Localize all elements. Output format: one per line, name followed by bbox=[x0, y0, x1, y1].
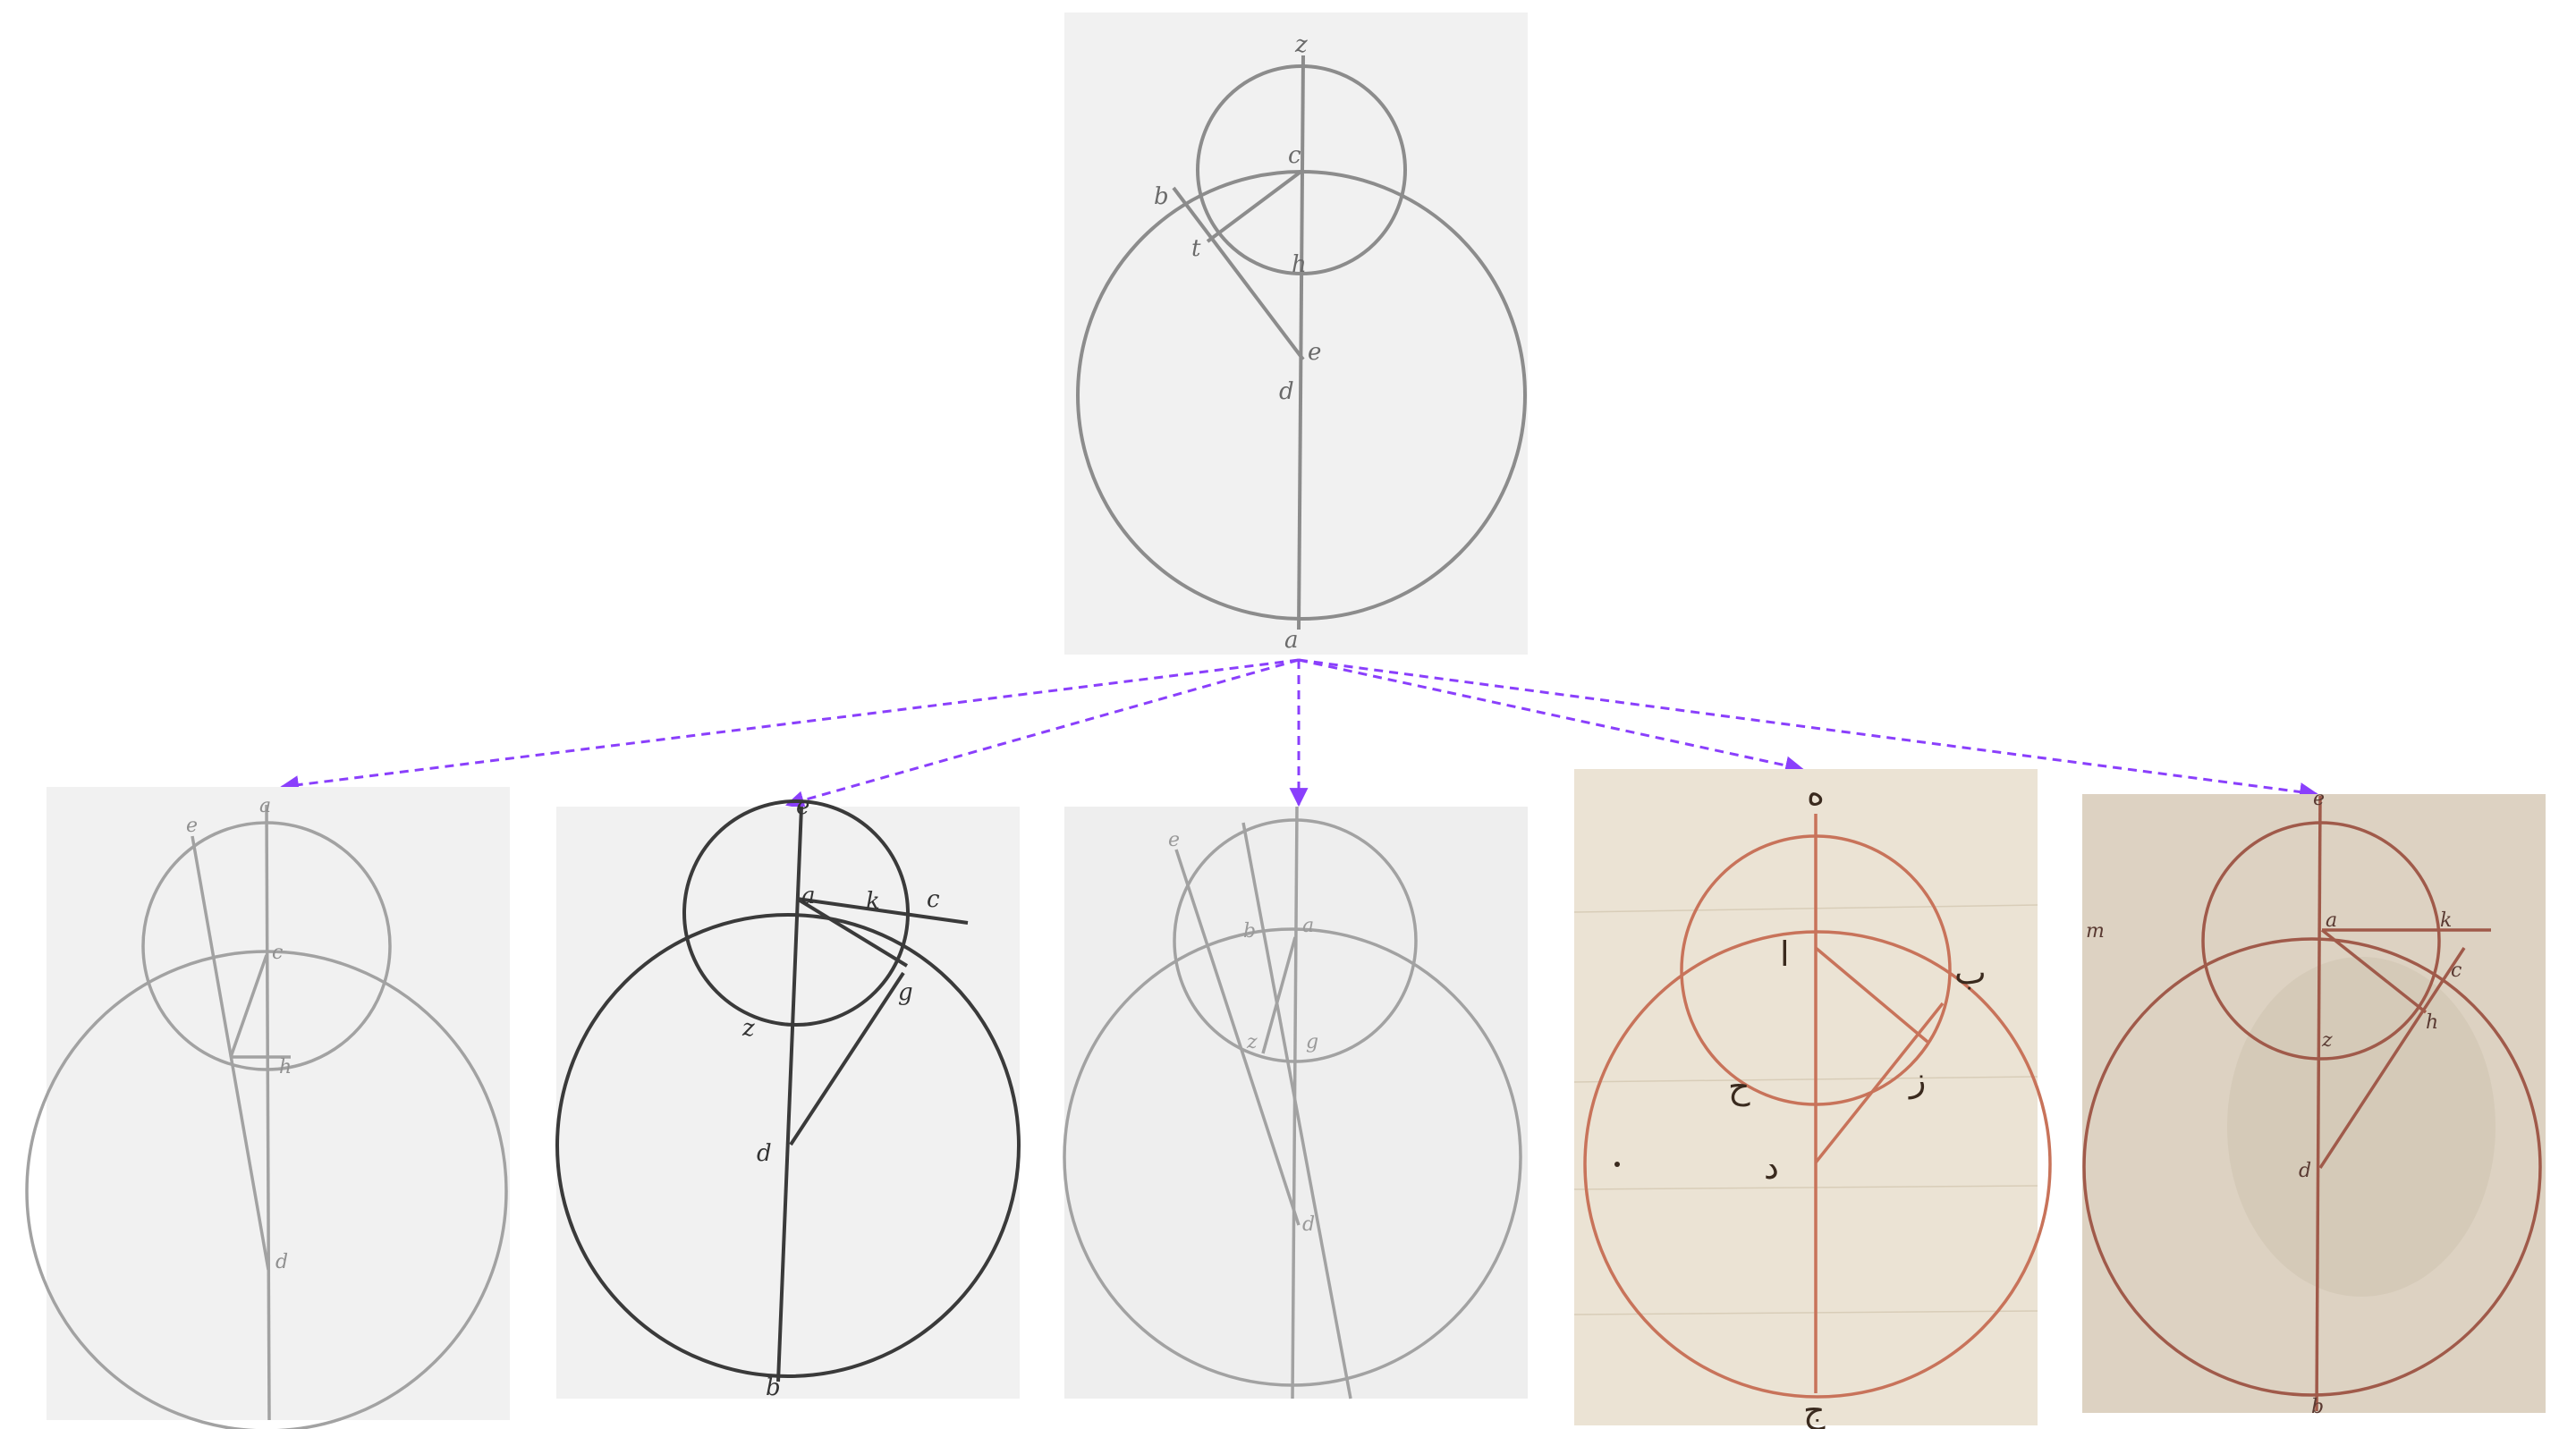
copy-4-ruling bbox=[1573, 1076, 2038, 1083]
copy-4-ruling bbox=[1573, 904, 2038, 913]
copy-2-label: k bbox=[866, 888, 880, 915]
copy-2-label: z bbox=[741, 1015, 755, 1042]
copy-4-paper bbox=[1574, 769, 2038, 1425]
copy-4-tangent-line bbox=[1814, 1002, 1945, 1164]
copy-1-label: d bbox=[275, 1251, 288, 1273]
arrow-to-copy-5 bbox=[1298, 658, 2319, 801]
copy-5-label: h bbox=[2426, 1011, 2438, 1034]
copy-5-label: a bbox=[2326, 909, 2337, 932]
copy-5-label: m bbox=[2086, 920, 2105, 943]
copy-5-vertical-line bbox=[2315, 795, 2322, 1412]
copy-4-label: ب bbox=[1954, 952, 1987, 992]
copy-5-stain bbox=[2227, 957, 2496, 1297]
copy-5-label: c bbox=[2451, 960, 2462, 982]
copy-4: ه ا ب ز ح د ج bbox=[1573, 769, 2052, 1429]
copy-4-label: ا bbox=[1780, 934, 1790, 974]
source-label: b bbox=[1154, 183, 1169, 210]
source-vertical-diameter bbox=[1297, 55, 1305, 630]
copy-4-label: ج bbox=[1803, 1391, 1826, 1429]
source-radius-line bbox=[1206, 168, 1305, 243]
copy-2-vertical-line bbox=[776, 806, 803, 1382]
source-label: t bbox=[1191, 235, 1201, 262]
copy-3-slant-line-2 bbox=[1241, 822, 1352, 1399]
copy-3-label: a bbox=[1302, 915, 1314, 937]
copy-4-label: ه bbox=[1807, 774, 1825, 813]
copy-3-slant-line-1 bbox=[1174, 849, 1301, 1226]
copy-4-radius-line bbox=[1814, 946, 1929, 1044]
copy-2-tangent-line bbox=[789, 971, 905, 1146]
source-tangent-line bbox=[1172, 186, 1305, 361]
source-label: c bbox=[1288, 142, 1301, 169]
copy-1-label: c bbox=[272, 942, 283, 964]
copy-4-label: ح bbox=[1728, 1067, 1750, 1106]
copy-4-ruling bbox=[1573, 1185, 2038, 1190]
arrow-to-copy-1 bbox=[279, 658, 1300, 795]
copy-1-label: a bbox=[259, 795, 271, 817]
copy-1-slant-line bbox=[191, 835, 270, 1271]
copy-1-vertical-line bbox=[265, 804, 271, 1421]
source-diagram: z c b t h e d a bbox=[1064, 13, 1528, 655]
copy-2-large-circle bbox=[555, 913, 1021, 1378]
copy-5-label: e bbox=[2313, 788, 2325, 810]
copy-4-label: د bbox=[1764, 1147, 1779, 1187]
copy-2-label: d bbox=[757, 1140, 772, 1167]
copy-1-radius-line bbox=[229, 954, 268, 1058]
source-label: e bbox=[1308, 339, 1321, 366]
copy-1: e a c h d bbox=[25, 787, 510, 1429]
copy-3-label: d bbox=[1302, 1213, 1315, 1236]
copy-4-large-circle bbox=[1583, 930, 2052, 1399]
copy-2-label: e bbox=[796, 793, 809, 820]
copy-4-ink-dot bbox=[1614, 1162, 1620, 1167]
copy-3-radius-line bbox=[1261, 936, 1297, 1054]
copy-2-label: g bbox=[898, 979, 913, 1006]
copy-1-label: h bbox=[279, 1056, 292, 1078]
copy-5-tangent-line bbox=[2318, 947, 2466, 1169]
copy-1-label: e bbox=[186, 815, 198, 837]
copy-5-label: d bbox=[2299, 1160, 2311, 1182]
arrow-to-copy-4 bbox=[1298, 658, 1805, 775]
copy-4-label: ز bbox=[1908, 1060, 1926, 1099]
copy-5-large-circle bbox=[2082, 937, 2542, 1397]
copy-3-label: z bbox=[1246, 1031, 1258, 1053]
copy-4-ruling bbox=[1573, 1310, 2038, 1315]
copy-1-paper bbox=[47, 787, 510, 1420]
copy-2-label: b bbox=[766, 1374, 781, 1401]
arrow-to-copy-2 bbox=[784, 658, 1300, 809]
copy-2: e a k c g z d b bbox=[555, 793, 1021, 1401]
source-label: h bbox=[1292, 251, 1307, 278]
copy-2-radius-line-1 bbox=[796, 897, 969, 925]
source-label: a bbox=[1284, 627, 1299, 654]
copy-3-label: g bbox=[1306, 1031, 1318, 1053]
copy-5-label: z bbox=[2321, 1029, 2333, 1052]
copy-2-label: a bbox=[801, 883, 816, 909]
derivation-arrows bbox=[279, 658, 2319, 809]
copy-5-radius-line bbox=[2320, 928, 2428, 1014]
copy-5-label: b bbox=[2311, 1396, 2324, 1418]
copy-3-label: b bbox=[1243, 920, 1256, 943]
copy-2-radius-line-2 bbox=[795, 897, 909, 968]
copy-3-label: e bbox=[1168, 829, 1180, 851]
copy-5-label: k bbox=[2440, 909, 2452, 932]
source-paper bbox=[1064, 13, 1528, 655]
copy-2-label: c bbox=[927, 886, 940, 913]
copy-5: e m a k c h z d b bbox=[2082, 788, 2546, 1418]
copy-3: e a b z g d bbox=[1063, 806, 1528, 1399]
source-label: z bbox=[1294, 31, 1308, 58]
source-label: d bbox=[1279, 378, 1294, 405]
